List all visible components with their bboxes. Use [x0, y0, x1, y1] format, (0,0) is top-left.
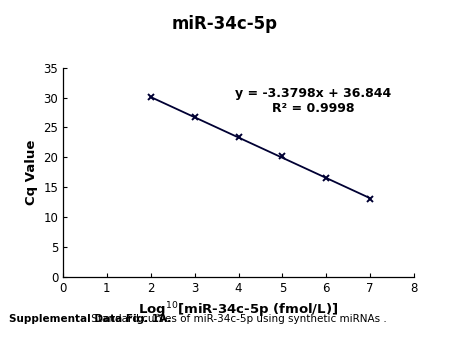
Text: miR-34c-5p: miR-34c-5p — [172, 15, 278, 33]
Text: Supplemental Data Fig. 1A.: Supplemental Data Fig. 1A. — [9, 314, 171, 324]
X-axis label: Log$^{10}$[miR-34c-5p (fmol/L)]: Log$^{10}$[miR-34c-5p (fmol/L)] — [139, 300, 338, 320]
Text: y = -3.3798x + 36.844
R² = 0.9998: y = -3.3798x + 36.844 R² = 0.9998 — [235, 87, 391, 115]
Text: Standard curves of miR-34c-5p using synthetic miRNAs .: Standard curves of miR-34c-5p using synt… — [88, 314, 387, 324]
Y-axis label: Cq Value: Cq Value — [25, 140, 38, 205]
